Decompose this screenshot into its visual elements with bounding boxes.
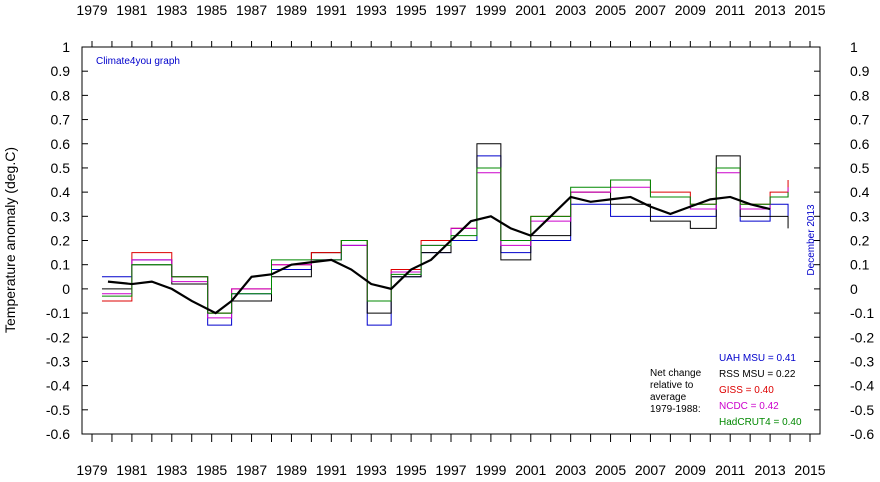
- legend-title-line-4: 1979-1988:: [650, 404, 701, 415]
- y-tick-label-right: -0.3: [850, 353, 874, 369]
- x-tick-label-top: 1993: [356, 2, 387, 18]
- x-tick-label-top: 1987: [236, 2, 267, 18]
- x-tick-label-top: 2007: [635, 2, 666, 18]
- x-tick-label-top: 1983: [156, 2, 187, 18]
- y-tick-label-left: -0.2: [46, 329, 70, 345]
- y-tick-label-right: 0.3: [850, 208, 870, 224]
- y-tick-label-left: 0.9: [51, 63, 71, 79]
- legend-title-line-3: average: [650, 392, 687, 403]
- legend-title-line-1: Net change: [650, 368, 702, 379]
- legend-entry-uah: UAH MSU = 0.41: [719, 353, 796, 364]
- y-tick-label-left: 0.8: [51, 87, 71, 103]
- x-tick-label-top: 1989: [276, 2, 307, 18]
- x-tick-label-bottom: 1979: [76, 462, 107, 478]
- x-tick-label-bottom: 2009: [675, 462, 706, 478]
- legend-entry-hadcrut4: HadCRUT4 = 0.40: [719, 417, 802, 428]
- y-tick-label-right: 0.5: [850, 160, 870, 176]
- x-tick-label-bottom: 1995: [396, 462, 427, 478]
- y-tick-label-right: -0.4: [850, 378, 874, 394]
- y-tick-label-left: 0.6: [51, 136, 71, 152]
- y-tick-label-left: -0.5: [46, 402, 70, 418]
- x-tick-label-bottom: 1997: [435, 462, 466, 478]
- legend-entry-ncdc: NCDC = 0.42: [719, 401, 779, 412]
- y-tick-label-left: 0.2: [51, 233, 71, 249]
- x-tick-label-bottom: 2003: [555, 462, 586, 478]
- y-tick-label-left: 1: [62, 39, 70, 55]
- x-tick-label-top: 1981: [116, 2, 147, 18]
- y-tick-label-right: -0.5: [850, 402, 874, 418]
- x-tick-label-bottom: 1989: [276, 462, 307, 478]
- y-tick-label-left: 0.5: [51, 160, 71, 176]
- x-tick-label-top: 2001: [515, 2, 546, 18]
- x-tick-label-bottom: 2001: [515, 462, 546, 478]
- y-tick-label-left: 0.4: [51, 184, 71, 200]
- x-tick-label-bottom: 2011: [715, 462, 745, 478]
- y-axis-title: Temperature anomaly (deg.C): [2, 147, 18, 333]
- legend-entry-rss: RSS MSU = 0.22: [719, 369, 796, 380]
- x-tick-label-bottom: 1981: [116, 462, 147, 478]
- x-tick-label-top: 1985: [196, 2, 227, 18]
- x-tick-label-bottom: 2015: [794, 462, 825, 478]
- x-tick-label-bottom: 2013: [755, 462, 786, 478]
- x-tick-label-top: 2005: [595, 2, 626, 18]
- series-line-4: [101, 167, 789, 314]
- y-tick-label-right: 0.9: [850, 63, 870, 79]
- data-layer: [101, 143, 789, 326]
- x-tick-label-top: 1997: [435, 2, 466, 18]
- y-tick-label-left: 0: [62, 281, 70, 297]
- x-tick-label-top: 2009: [675, 2, 706, 18]
- y-tick-label-left: 0.3: [51, 208, 71, 224]
- legend-title-line-2: relative to: [650, 380, 694, 391]
- axis-layer: 1 1 0.9 0.9 0.8 0.8 0.7 0.7 0.6 0.6 0.5 0.5 0.4 0.4 0.…: [46, 2, 874, 478]
- y-tick-label-right: 0.4: [850, 184, 870, 200]
- x-tick-label-top: 2013: [755, 2, 786, 18]
- y-tick-label-left: -0.3: [46, 353, 70, 369]
- x-tick-label-bottom: 1987: [236, 462, 267, 478]
- y-tick-label-left: -0.1: [46, 305, 70, 321]
- y-tick-label-right: 0.1: [850, 257, 870, 273]
- y-tick-label-right: 0: [850, 281, 858, 297]
- x-tick-label-top: 1999: [475, 2, 506, 18]
- legend-entry-giss: GISS = 0.40: [719, 385, 774, 396]
- x-tick-label-bottom: 2005: [595, 462, 626, 478]
- y-tick-label-left: -0.4: [46, 378, 70, 394]
- x-tick-label-bottom: 1983: [156, 462, 187, 478]
- y-tick-label-right: -0.2: [850, 329, 874, 345]
- x-tick-label-top: 1995: [396, 2, 427, 18]
- y-tick-label-right: 0.8: [850, 87, 870, 103]
- x-tick-label-bottom: 1991: [316, 462, 347, 478]
- x-tick-label-bottom: 1993: [356, 462, 387, 478]
- x-tick-label-top: 1991: [316, 2, 347, 18]
- legend: Net change relative to average 1979-1988…: [650, 353, 802, 428]
- x-tick-label-bottom: 1999: [475, 462, 506, 478]
- credit-label: Climate4you graph: [96, 56, 180, 67]
- y-tick-label-right: 1: [850, 39, 858, 55]
- y-tick-label-right: 0.6: [850, 136, 870, 152]
- running-mean-line: [107, 195, 771, 315]
- y-tick-label-left: -0.6: [46, 426, 70, 442]
- x-tick-label-top: 2015: [794, 2, 825, 18]
- date-label: December 2013: [806, 204, 817, 276]
- y-tick-label-right: -0.6: [850, 426, 874, 442]
- x-tick-label-top: 1979: [76, 2, 107, 18]
- y-tick-label-left: 0.7: [51, 112, 71, 128]
- x-tick-label-top: 2003: [555, 2, 586, 18]
- x-tick-label-bottom: 1985: [196, 462, 227, 478]
- x-tick-label-bottom: 2007: [635, 462, 666, 478]
- y-tick-label-left: 0.1: [51, 257, 71, 273]
- y-tick-label-right: -0.1: [850, 305, 874, 321]
- x-tick-label-top: 2011: [715, 2, 745, 18]
- y-tick-label-right: 0.7: [850, 112, 870, 128]
- y-tick-label-right: 0.2: [850, 233, 870, 249]
